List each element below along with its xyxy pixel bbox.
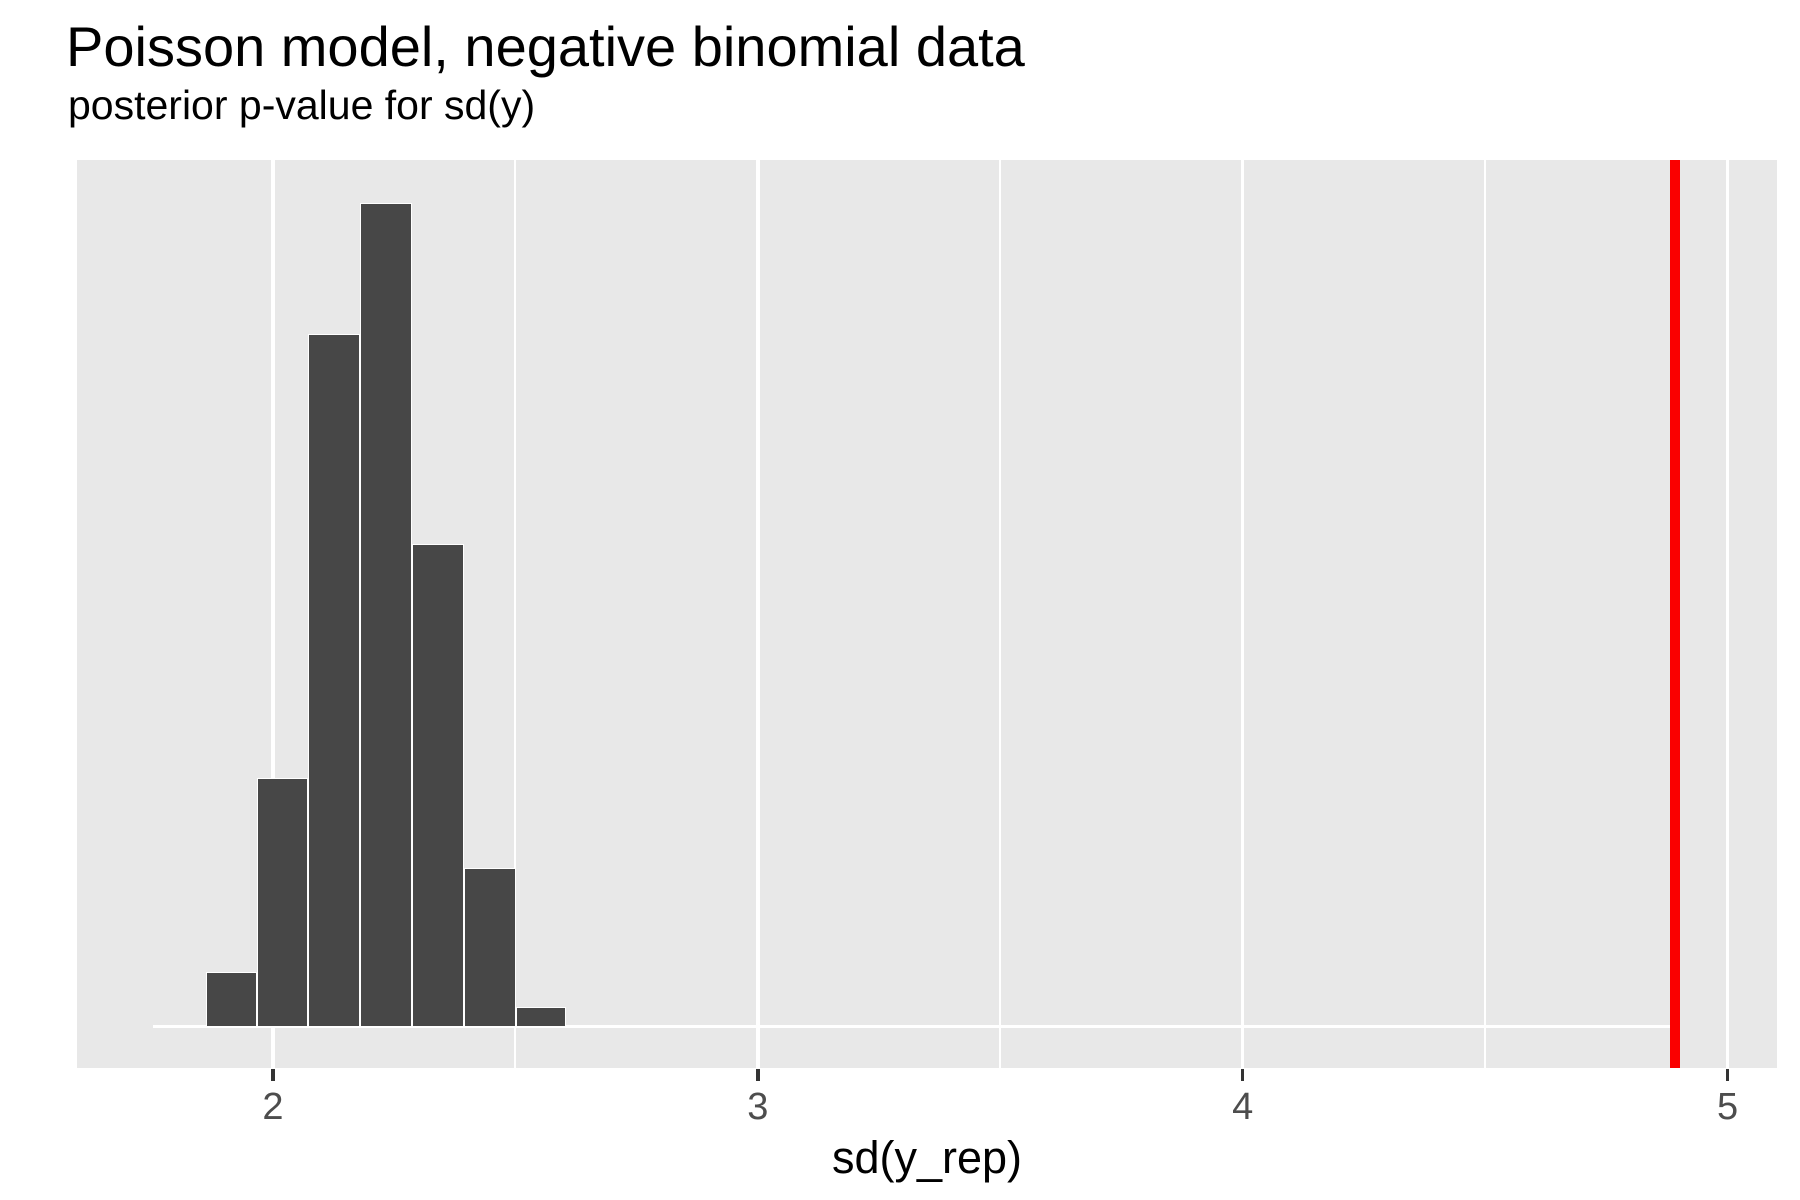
histogram-bar: [256, 777, 308, 1027]
observed-stat-vline: [1669, 160, 1680, 1068]
histogram-bar: [515, 1007, 566, 1027]
x-tick-label: 3: [747, 1086, 769, 1128]
x-axis-title: sd(y_rep): [831, 1132, 1023, 1183]
chart-title: Poisson model, negative binomial data: [66, 15, 1025, 78]
x-major-gridline: [1240, 160, 1245, 1068]
histogram-bar: [307, 333, 360, 1027]
histogram-bar: [359, 202, 413, 1027]
x-major-gridline: [756, 160, 760, 1068]
x-minor-gridline: [999, 160, 1002, 1068]
x-tick-mark: [756, 1069, 760, 1081]
x-tick-label: 2: [262, 1086, 284, 1128]
chart-subtitle: posterior p-value for sd(y): [68, 82, 536, 128]
zero-baseline-segment: [153, 1025, 1675, 1029]
x-tick-mark: [1240, 1069, 1245, 1081]
x-major-gridline: [1725, 160, 1730, 1068]
x-minor-gridline: [514, 160, 517, 1068]
histogram-bar: [412, 543, 464, 1027]
x-minor-gridline: [1484, 160, 1486, 1068]
x-tick-mark: [1725, 1069, 1730, 1081]
x-tick-label: 5: [1716, 1086, 1739, 1128]
histogram-bar: [205, 971, 257, 1027]
plot-panel: [77, 160, 1777, 1068]
x-tick-mark: [271, 1069, 275, 1081]
x-major-gridline: [271, 160, 275, 1068]
x-tick-label: 4: [1232, 1086, 1254, 1128]
histogram-bar: [463, 867, 516, 1027]
